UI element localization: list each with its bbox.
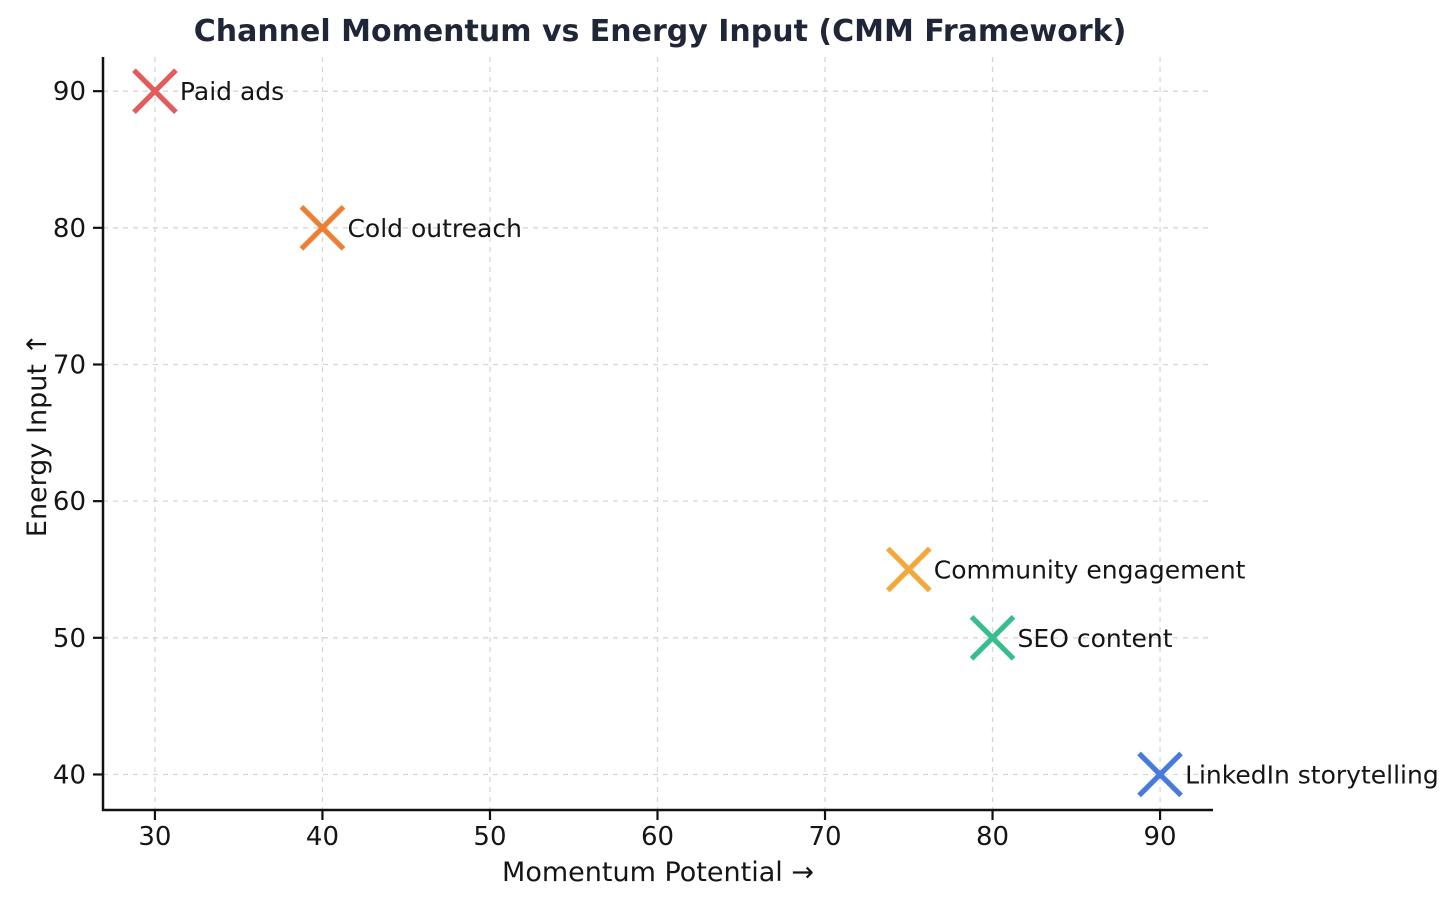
y-tick-label: 90 <box>53 77 86 107</box>
point-label-linkedin-storytelling: LinkedIn storytelling <box>1185 760 1439 789</box>
x-marker-stroke <box>969 614 1016 661</box>
x-marker-stroke <box>885 546 932 593</box>
y-axis-label: Energy Input ↑ <box>22 333 53 537</box>
data-point-seo-content: SEO content <box>969 614 1173 661</box>
data-point-paid-ads: Paid ads <box>132 68 284 115</box>
data-point-linkedin-storytelling: LinkedIn storytelling <box>1137 751 1439 798</box>
axis-layer: 30 40 50 60 70 80 90 40 50 60 70 80 90 <box>53 57 1213 852</box>
x-tick-label: 40 <box>306 822 339 852</box>
point-label-community-engagement: Community engagement <box>934 555 1246 584</box>
y-tick-label: 50 <box>53 624 86 654</box>
x-tick-label: 60 <box>641 822 674 852</box>
x-tick-label: 80 <box>976 822 1009 852</box>
data-point-community-engagement: Community engagement <box>885 546 1246 593</box>
x-tick-label: 30 <box>138 822 171 852</box>
x-axis-label: Momentum Potential → <box>502 857 814 888</box>
marker-layer: Paid ads Cold outreach Community engagemen… <box>132 68 1439 798</box>
grid-layer <box>103 57 1212 810</box>
x-tick-label: 90 <box>1144 822 1177 852</box>
x-tick-label: 70 <box>808 822 841 852</box>
point-label-seo-content: SEO content <box>1018 624 1173 653</box>
data-point-cold-outreach: Cold outreach <box>299 204 522 251</box>
x-marker-stroke <box>299 204 346 251</box>
point-label-paid-ads: Paid ads <box>180 77 284 106</box>
x-tick-label: 50 <box>473 822 506 852</box>
x-marker-stroke <box>132 68 178 115</box>
x-marker-stroke <box>1137 751 1183 798</box>
y-tick-label: 70 <box>53 350 86 380</box>
chart-title: Channel Momentum vs Energy Input (CMM Fr… <box>194 14 1127 49</box>
y-tick-label: 80 <box>53 214 86 244</box>
y-tick-label: 40 <box>53 760 86 790</box>
y-tick-label: 60 <box>53 487 86 517</box>
point-label-cold-outreach: Cold outreach <box>347 214 521 243</box>
